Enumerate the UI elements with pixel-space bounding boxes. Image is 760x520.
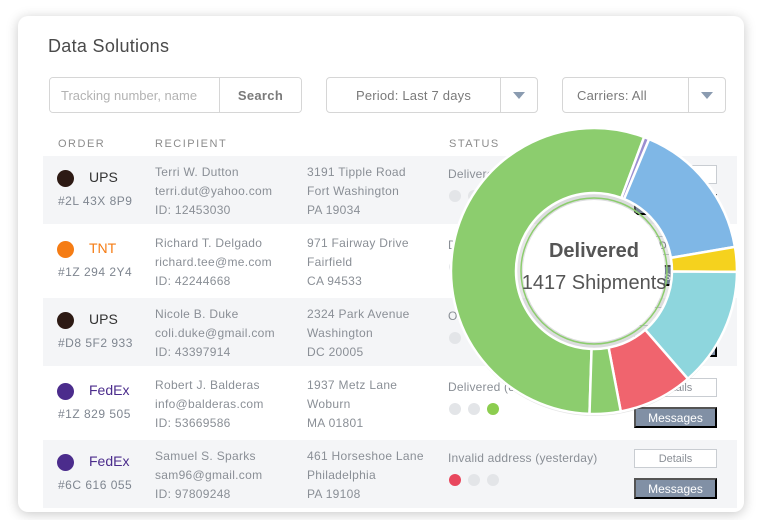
donut-inner-ring: [520, 197, 668, 345]
details-button[interactable]: Details: [634, 449, 717, 468]
table-row[interactable]: FedEx #6C 616 055 Samuel S. Sparks sam96@gm…: [43, 440, 737, 508]
recipient-email: coli.duke@gmail.com: [155, 326, 275, 340]
status-step-dot: [449, 474, 461, 486]
address-street: 971 Fairway Drive: [307, 236, 409, 250]
status-progress: [449, 403, 499, 415]
carrier-name: UPS: [89, 311, 118, 327]
address-street: 2324 Park Avenue: [307, 307, 410, 321]
address-state-zip: PA 19108: [307, 487, 361, 501]
address-city: Woburn: [307, 397, 351, 411]
recipient-name: Samuel S. Sparks: [155, 449, 256, 463]
address-state-zip: PA 19034: [307, 203, 361, 217]
order-id: #6C 616 055: [58, 478, 133, 492]
recipient-id: ID: 43397914: [155, 345, 231, 359]
address-city: Washington: [307, 326, 373, 340]
carriers-select[interactable]: Carriers: All: [562, 77, 726, 113]
address-state-zip: MA 01801: [307, 416, 364, 430]
carrier-logo-dot: [57, 241, 74, 258]
recipient-id: ID: 97809248: [155, 487, 231, 501]
address-state-zip: DC 20005: [307, 345, 364, 359]
carrier-logo-dot: [57, 312, 74, 329]
carrier-logo-dot: [57, 454, 74, 471]
status-step-dot: [468, 474, 480, 486]
recipient-email: terri.dut@yahoo.com: [155, 184, 273, 198]
status-step-dot: [487, 403, 499, 415]
status-step-dot: [449, 190, 461, 202]
status-step-dot: [449, 332, 461, 344]
order-id: #D8 5F2 933: [58, 336, 133, 350]
address-city: Philadelphia: [307, 468, 376, 482]
search-box: Search: [49, 77, 302, 113]
status-step-dot: [487, 474, 499, 486]
address-street: 3191 Tipple Road: [307, 165, 406, 179]
carrier-logo-dot: [57, 170, 74, 187]
status-step-dot: [449, 403, 461, 415]
carrier-name: FedEx: [89, 382, 130, 398]
donut-segment[interactable]: [588, 346, 623, 416]
address-city: Fairfield: [307, 255, 353, 269]
address-state-zip: CA 94533: [307, 274, 363, 288]
carriers-select-label: Carriers: All: [577, 87, 647, 103]
recipient-email: sam96@gmail.com: [155, 468, 263, 482]
chevron-down-icon: [513, 91, 525, 99]
carrier-name: FedEx: [89, 453, 130, 469]
recipient-name: Terri W. Dutton: [155, 165, 239, 179]
recipient-name: Robert J. Balderas: [155, 378, 260, 392]
page-title: Data Solutions: [48, 36, 170, 56]
search-button[interactable]: Search: [219, 78, 301, 112]
carrier-logo-dot: [57, 383, 74, 400]
carrier-name: UPS: [89, 169, 118, 185]
recipient-email: info@balderas.com: [155, 397, 264, 411]
donut-segment[interactable]: [449, 126, 646, 416]
address-city: Fort Washington: [307, 184, 400, 198]
recipient-email: richard.tee@me.com: [155, 255, 272, 269]
column-header-order: ORDER: [58, 138, 106, 150]
messages-button[interactable]: Messages: [634, 407, 717, 428]
recipient-id: ID: 42244668: [155, 274, 231, 288]
address-street: 461 Horseshoe Lane: [307, 449, 424, 463]
order-id: #2L 43X 8P9: [58, 194, 133, 208]
address-street: 1937 Metz Lane: [307, 378, 398, 392]
delivery-status-donut: [449, 126, 739, 416]
column-header-status: STATUS: [449, 138, 500, 150]
status-progress: [449, 474, 499, 486]
column-header-recipient: RECIPIENT: [155, 138, 228, 150]
carrier-name: TNT: [89, 240, 117, 256]
period-select-label: Period: Last 7 days: [355, 87, 472, 103]
period-select[interactable]: Period: Last 7 days: [326, 77, 538, 113]
order-id: #1Z 294 2Y4: [58, 265, 133, 279]
recipient-name: Richard T. Delgado: [155, 236, 263, 250]
recipient-id: ID: 12453030: [155, 203, 231, 217]
status-step-dot: [468, 403, 480, 415]
recipient-name: Nicole B. Duke: [155, 307, 239, 321]
carriers-dropdown-toggle[interactable]: [688, 78, 725, 112]
period-dropdown-toggle[interactable]: [500, 78, 537, 112]
order-id: #1Z 829 505: [58, 407, 131, 421]
table-row[interactable]: FedEx #1Z 829 505 Robert J. Balderas info@b…: [43, 369, 737, 437]
donut-hole: [523, 200, 665, 342]
messages-button[interactable]: Messages: [634, 478, 717, 499]
search-input[interactable]: [50, 78, 219, 112]
chevron-down-icon: [701, 91, 713, 99]
status-text: Invalid address (yesterday): [448, 451, 598, 465]
recipient-id: ID: 53669586: [155, 416, 231, 430]
